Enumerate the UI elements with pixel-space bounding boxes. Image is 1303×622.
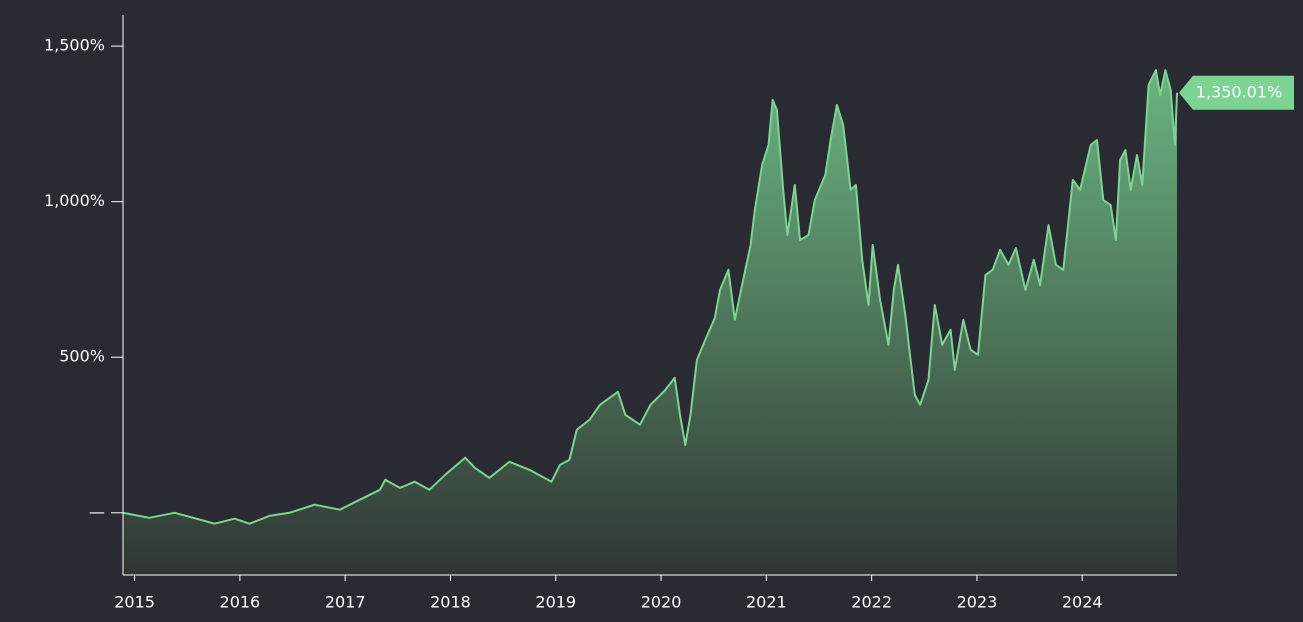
y-tick-label: —	[89, 502, 105, 521]
x-tick-label: 2017	[325, 593, 366, 612]
x-tick-label: 2020	[641, 593, 682, 612]
y-tick-label: 500%	[59, 347, 105, 366]
y-tick-label: 1,000%	[44, 191, 105, 210]
area-fill	[123, 70, 1177, 575]
x-tick-label: 2015	[114, 593, 155, 612]
x-tick-label: 2016	[220, 593, 261, 612]
x-tick-label: 2019	[535, 593, 576, 612]
end-label: 1,350.01%	[1196, 82, 1282, 101]
x-tick-label: 2018	[430, 593, 471, 612]
y-tick-label: 1,500%	[44, 36, 105, 55]
x-tick-label: 2022	[851, 593, 892, 612]
x-tick-label: 2021	[746, 593, 787, 612]
x-tick-label: 2024	[1062, 593, 1103, 612]
x-tick-label: 2023	[957, 593, 998, 612]
line	[122, 69, 1178, 525]
end-badge	[1179, 75, 1294, 110]
